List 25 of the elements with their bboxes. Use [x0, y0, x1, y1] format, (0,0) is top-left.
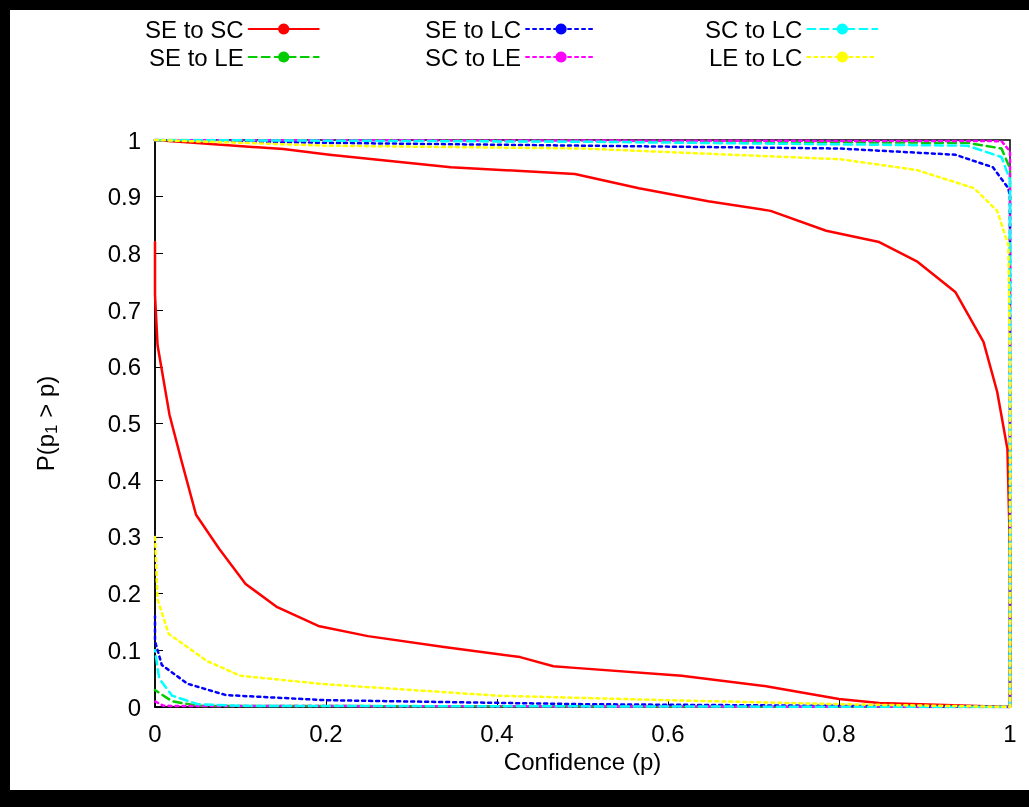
legend-label: SC to LC [705, 15, 803, 43]
legend-label: LE to LC [708, 43, 803, 71]
legend-label: SE to SC [144, 15, 244, 43]
y-tick-label: 0.4 [107, 466, 141, 494]
y-tick-label: 0.9 [107, 183, 141, 211]
y-tick-label: 0 [127, 693, 141, 721]
y-tick-label: 0.6 [107, 353, 141, 381]
y-tick-label: 0.3 [107, 523, 141, 551]
legend-label: SE to LC [425, 15, 522, 43]
y-tick-label: 0.5 [107, 410, 141, 437]
x-tick-label: 0.2 [309, 719, 343, 747]
legend-label: SC to LE [425, 43, 522, 71]
x-tick-label: 0.8 [822, 719, 856, 747]
y-tick-label: 0.2 [107, 580, 141, 608]
x-tick-label: 0.4 [480, 719, 514, 747]
y-tick-label: 0.7 [107, 296, 141, 324]
y-tick-label: 0.1 [107, 636, 141, 664]
y-axis-title: P(p1 > p) [32, 375, 61, 472]
legend-label: SE to LE [148, 43, 244, 71]
y-tick-label: 0.8 [107, 239, 141, 267]
x-tick-label: 0.6 [651, 719, 685, 747]
x-axis-title: Confidence (p) [503, 748, 662, 776]
x-tick-label: 1 [1003, 719, 1017, 747]
y-tick-label: 1 [127, 126, 141, 154]
x-tick-label: 0 [148, 719, 162, 747]
